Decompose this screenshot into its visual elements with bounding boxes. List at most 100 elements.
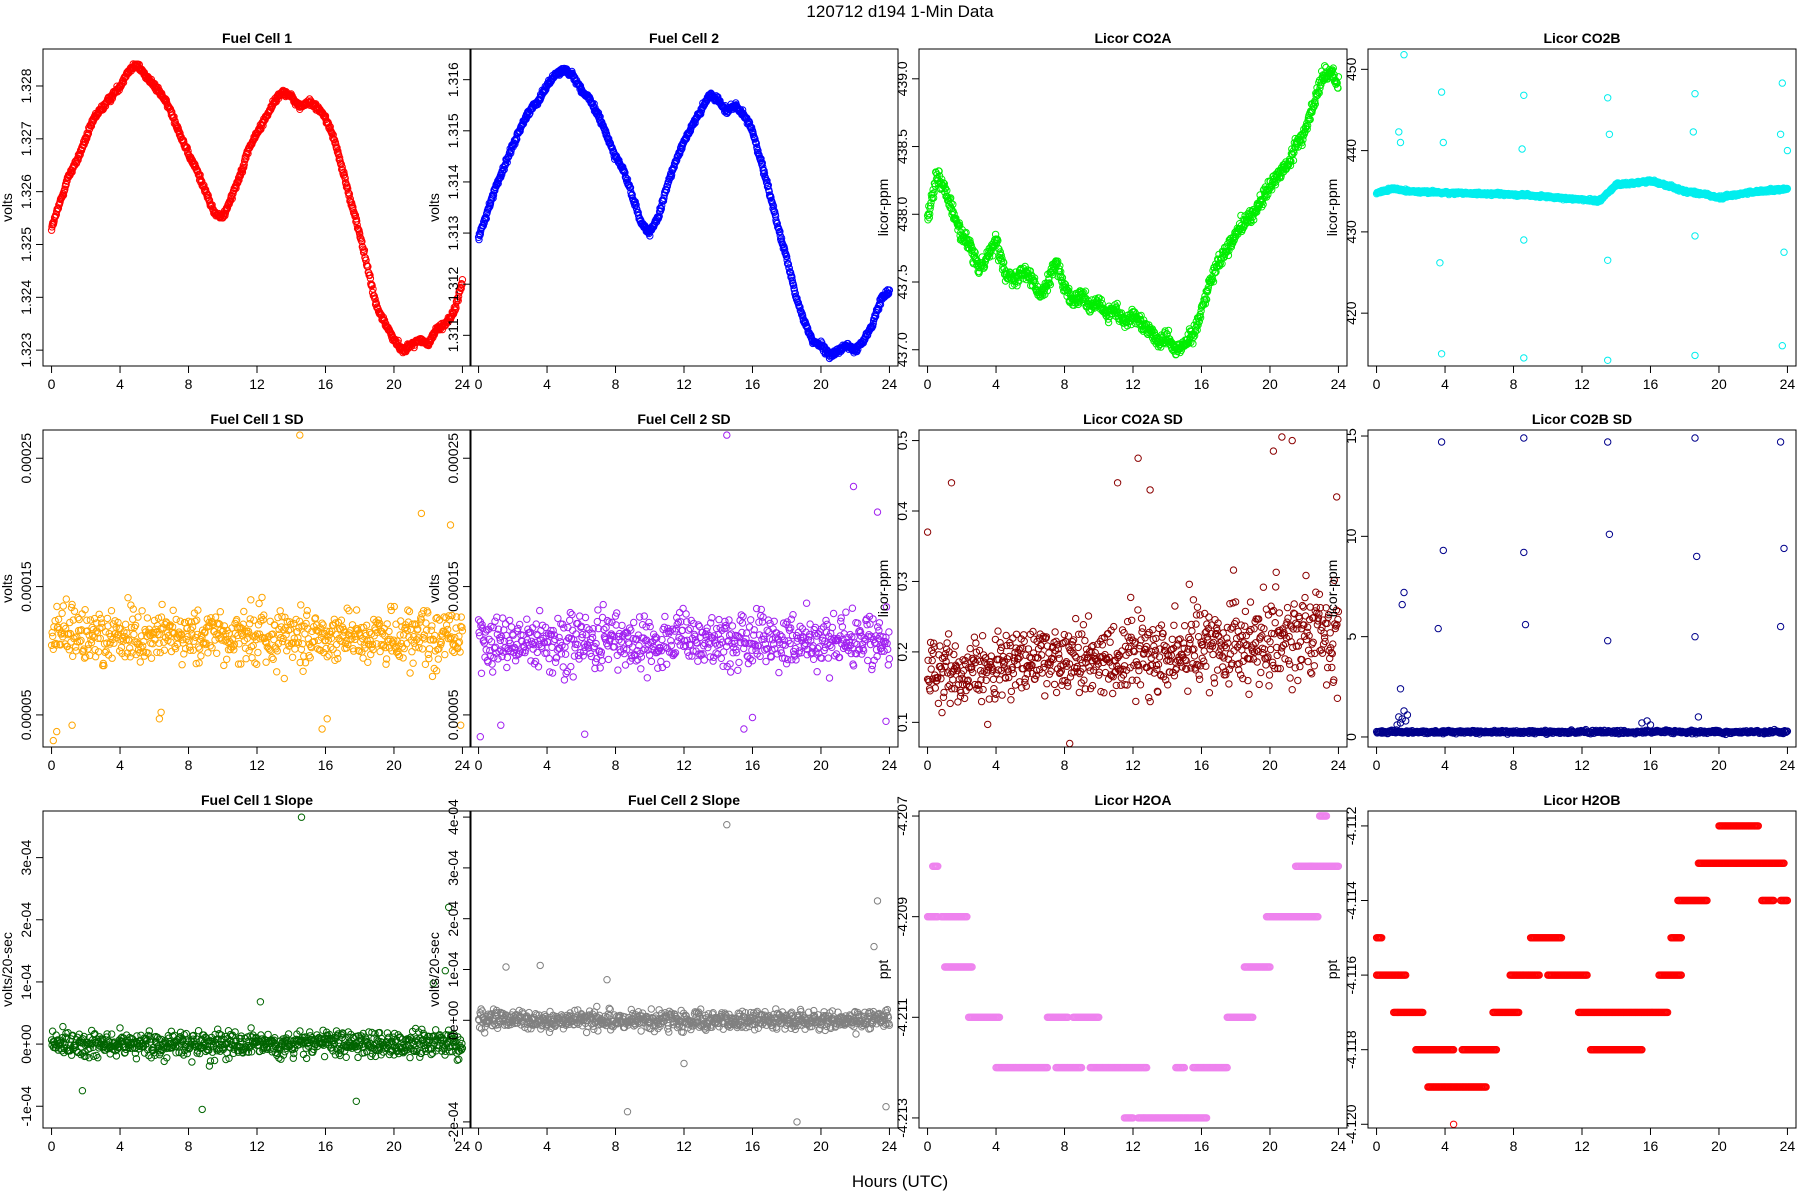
chart-title: Licor CO2B <box>1543 30 1620 46</box>
data-point <box>561 650 570 658</box>
data-point <box>1437 350 1446 358</box>
x-tick-label: 8 <box>185 757 193 773</box>
data-point <box>1518 145 1526 153</box>
y-tick-label: 1.314 <box>445 164 461 199</box>
data-point <box>1439 138 1448 147</box>
x-tick-label: 8 <box>1061 376 1069 392</box>
x-tick-label: 20 <box>813 376 829 392</box>
data-point <box>138 607 146 615</box>
data-point <box>239 164 247 173</box>
y-tick-label: 0.00015 <box>18 561 34 612</box>
data-point <box>1520 236 1528 244</box>
data-point <box>273 647 281 655</box>
y-tick-label: 1.311 <box>445 318 461 352</box>
plot-frame <box>42 48 472 367</box>
data-point <box>338 166 347 174</box>
x-tick-label: 8 <box>185 376 193 392</box>
data-point <box>87 122 96 130</box>
data-point <box>422 619 430 627</box>
data-point <box>211 613 220 621</box>
data-point <box>334 147 342 155</box>
chart-title: Licor CO2A <box>1094 30 1171 46</box>
y-tick-label: 438.0 <box>894 197 910 232</box>
data-points <box>474 64 894 363</box>
data-point <box>503 663 511 672</box>
data-point <box>297 601 305 609</box>
chart-title: Fuel Cell 2 <box>649 30 719 46</box>
data-point <box>1604 356 1612 364</box>
data-point <box>59 602 67 610</box>
data-points <box>1372 51 1792 364</box>
data-points <box>923 62 1343 359</box>
data-point <box>62 595 71 603</box>
data-point <box>428 672 437 681</box>
data-point <box>371 295 379 303</box>
data-point <box>208 201 216 209</box>
data-points <box>474 431 894 741</box>
x-tick-label: 4 <box>116 757 124 773</box>
data-point <box>349 203 357 211</box>
data-point <box>54 204 63 213</box>
data-point <box>545 654 553 663</box>
data-point <box>536 606 544 615</box>
x-tick-label: 4 <box>116 376 124 392</box>
x-tick-label: 4 <box>543 376 551 392</box>
data-point <box>147 654 156 662</box>
x-tick-label: 0 <box>1373 376 1381 392</box>
y-tick-label: 1.312 <box>445 266 461 301</box>
data-point <box>1776 130 1785 139</box>
x-tick-label: 24 <box>1780 376 1796 392</box>
data-point <box>1604 94 1612 102</box>
x-tick-label: 20 <box>1711 376 1727 392</box>
data-point <box>247 596 255 604</box>
x-tick-label: 8 <box>1510 376 1518 392</box>
data-point <box>417 509 426 518</box>
chart-panel: Fuel Cell 2 SD0 4 8 12 16 20 240.000050.000150… <box>426 411 899 773</box>
y-tick-label: 1.326 <box>18 174 34 209</box>
data-point <box>238 165 246 173</box>
data-point <box>406 669 414 677</box>
y-tick-label: 420 <box>1343 301 1359 325</box>
data-point <box>228 195 236 203</box>
data-point <box>516 620 524 629</box>
x-tick-label: 16 <box>318 757 334 773</box>
x-tick-label: 0 <box>48 376 56 392</box>
y-tick-label: 1.316 <box>445 62 461 97</box>
x-tick-label: 12 <box>1574 376 1590 392</box>
data-point <box>76 151 84 159</box>
data-point <box>296 431 304 439</box>
data-point <box>220 661 228 670</box>
x-tick-label: 20 <box>386 757 402 773</box>
data-point <box>477 669 486 677</box>
data-point <box>329 131 337 139</box>
data-point <box>1780 248 1788 256</box>
data-point <box>344 185 352 193</box>
data-point <box>242 154 250 162</box>
page-title: 120712 d194 1-Min Data <box>806 2 994 21</box>
x-tick-label: 8 <box>612 376 620 392</box>
chart-title: Fuel Cell 1 <box>222 30 292 46</box>
plot-frame <box>1367 48 1797 367</box>
data-point <box>598 613 607 622</box>
x-tick-label: 24 <box>455 376 471 392</box>
data-point <box>341 174 349 183</box>
data-point <box>86 651 94 660</box>
x-tick-label: 20 <box>1262 376 1278 392</box>
y-tick-label: 0.00005 <box>18 689 34 740</box>
y-axis-label: licor-ppm <box>875 179 891 237</box>
data-point <box>532 620 540 628</box>
x-tick-label: 16 <box>1643 376 1659 392</box>
y-tick-label: 1.325 <box>18 227 34 262</box>
data-point <box>425 654 433 663</box>
data-point <box>101 102 110 110</box>
data-point <box>1783 146 1792 155</box>
x-tick-label: 4 <box>1441 376 1449 392</box>
data-point <box>564 623 572 632</box>
x-tick-label: 24 <box>882 376 898 392</box>
chart-panel: Fuel Cell 1 SD0 4 8 12 16 20 240.000050.000150… <box>0 411 472 773</box>
data-point <box>1436 259 1444 267</box>
data-point <box>630 618 638 627</box>
data-point <box>246 615 254 623</box>
y-tick-label: 1.327 <box>18 121 34 156</box>
